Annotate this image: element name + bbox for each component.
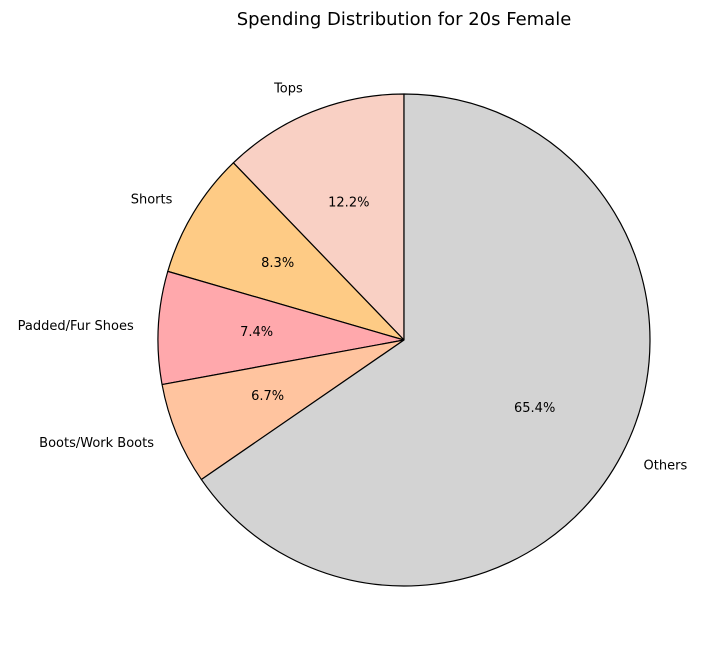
slice-percent-tops: 12.2% [328, 196, 369, 211]
slice-label-padded-fur-shoes: Padded/Fur Shoes [18, 319, 134, 334]
pie-slice-shorts [167, 162, 405, 341]
slice-percent-others: 65.4% [514, 401, 555, 416]
chart-title: Spending Distribution for 20s Female [237, 9, 572, 30]
slice-label-others: Others [644, 458, 688, 473]
pie-slice-tops [232, 93, 405, 341]
pie-labels: Tops 12.2% Shorts 8.3% Padded/Fur Shoes 7.4% B… [18, 82, 688, 474]
slice-label-boots-work-boots: Boots/Work Boots [39, 436, 154, 451]
slice-label-shorts: Shorts [131, 193, 173, 208]
slice-percent-shorts: 8.3% [261, 256, 294, 271]
pie-slices [157, 93, 651, 587]
slice-label-tops: Tops [273, 82, 303, 97]
slice-percent-padded-fur-shoes: 7.4% [240, 325, 273, 340]
pie-slice-padded-fur-shoes [157, 270, 405, 386]
pie-slice-others [200, 93, 651, 587]
slice-percent-boots-work-boots: 6.7% [251, 389, 284, 404]
